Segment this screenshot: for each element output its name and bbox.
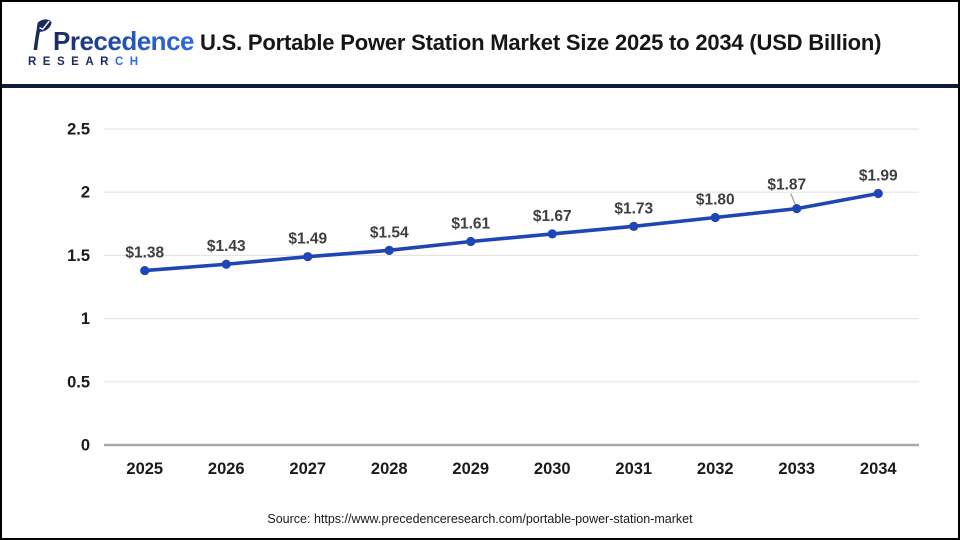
y-axis-tick-label: 1: [81, 310, 90, 328]
data-point: [547, 229, 557, 239]
leaf-p-icon: [28, 18, 52, 54]
y-axis-tick-label: 1.5: [67, 247, 90, 265]
data-point-label: $1.43: [207, 238, 246, 255]
y-axis-tick-label: 0: [81, 437, 90, 455]
y-axis-tick-label: 2: [81, 184, 90, 202]
source-text: Source: https://www.precedenceresearch.c…: [267, 512, 693, 526]
data-point-label: $1.49: [288, 231, 327, 248]
data-point-label: $1.38: [125, 245, 164, 262]
brand-logo: Precedence RESEARCH: [28, 18, 194, 68]
data-point: [384, 245, 394, 255]
y-axis-tick-label: 2.5: [67, 121, 90, 139]
x-axis-tick-label: 2027: [289, 460, 326, 478]
page-title: U.S. Portable Power Station Market Size …: [200, 30, 882, 55]
data-point: [873, 188, 883, 199]
x-axis-tick-label: 2028: [371, 460, 408, 478]
data-point-label: $1.80: [696, 191, 735, 208]
x-axis-tick-label: 2034: [860, 460, 898, 478]
data-point-label: $1.54: [370, 224, 409, 241]
data-point: [140, 265, 150, 276]
data-point-label: $1.67: [533, 208, 572, 225]
header: Precedence RESEARCH U.S. Portable Power …: [2, 2, 958, 88]
data-point: [221, 259, 231, 269]
brand-name: Precedence: [53, 26, 194, 56]
data-point: [792, 204, 802, 214]
data-point-label: $1.99: [859, 167, 898, 184]
data-point: [629, 221, 639, 231]
data-point: [710, 212, 720, 223]
y-axis-tick-label: 0.5: [67, 373, 90, 391]
data-point: [466, 236, 476, 247]
x-axis-tick-label: 2029: [452, 460, 489, 478]
series-line: [142, 191, 881, 273]
brand-subtitle: RESEARCH: [28, 56, 145, 68]
data-point-label: $1.73: [614, 200, 653, 217]
label-leader-line: [790, 193, 797, 206]
data-point-label: $1.87: [767, 177, 806, 194]
x-axis-tick-label: 2026: [208, 460, 245, 478]
x-axis-tick-label: 2030: [534, 460, 571, 478]
data-point: [303, 252, 313, 262]
x-axis-tick-label: 2033: [778, 460, 815, 478]
x-axis-tick-label: 2031: [615, 460, 652, 478]
x-axis-tick-label: 2032: [697, 460, 734, 478]
data-point-label: $1.61: [451, 215, 490, 232]
x-axis-tick-label: 2025: [126, 460, 163, 478]
